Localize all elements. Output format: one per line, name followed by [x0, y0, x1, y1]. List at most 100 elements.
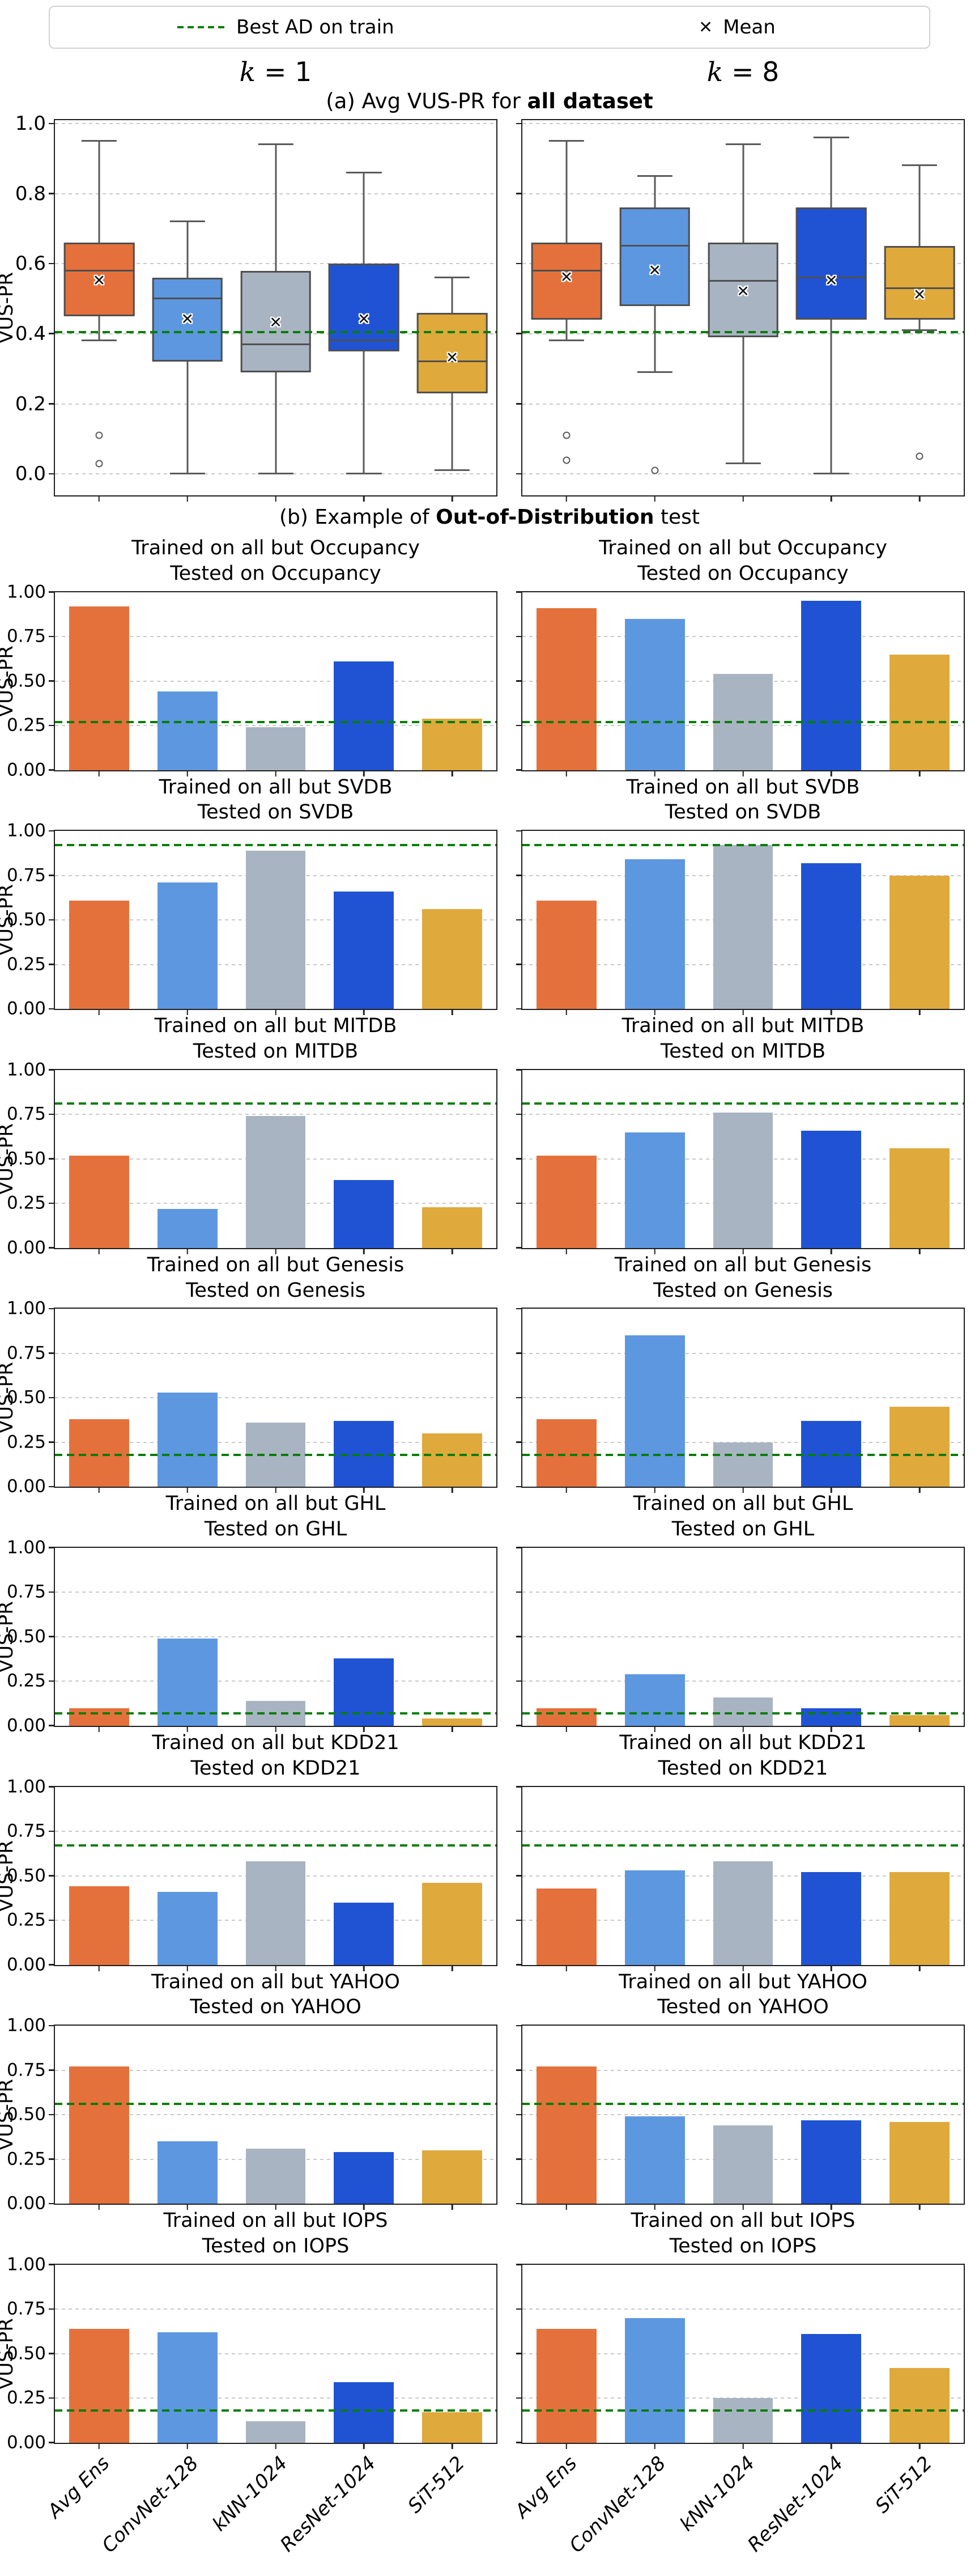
gridline [522, 473, 964, 475]
title-line1: Trained on all but MITDB [154, 1015, 397, 1038]
y-tick-label: 1.00 [6, 2015, 46, 2036]
y-tick-mark [516, 830, 521, 832]
y-axis-label-text: VUS-PR [0, 1601, 18, 1673]
best-ad-threshold-line [522, 1844, 964, 1847]
y-tick-mark [516, 2069, 521, 2071]
bar-panel-MITDB-k8 [516, 1068, 965, 1254]
bar-Avg Ens [536, 2066, 597, 2204]
y-tick-label: 1.00 [6, 1537, 46, 1558]
y-tick-mark [49, 1919, 54, 1921]
x-tick-mark [565, 1010, 568, 1016]
y-tick-mark [516, 1591, 521, 1593]
best-ad-threshold-line [55, 330, 496, 333]
x-tick-mark [451, 1726, 453, 1732]
bar-ConvNet-128 [624, 618, 685, 770]
median-line [795, 277, 867, 279]
x-tick-mark [831, 1249, 832, 1254]
median-line [416, 360, 488, 363]
y-tick-mark [49, 680, 54, 682]
y-tick-mark [49, 2114, 54, 2116]
x-tick-mark [98, 2443, 100, 2449]
y-tick-label: 0.00 [6, 998, 46, 1019]
x-axis-labels: Avg Ens ConvNet-128 kNN-1024 ResNet-1024 SiT… [511, 2444, 965, 2557]
y-tick-label: 1.00 [6, 1298, 46, 1319]
y-tick-label: 0.50 [6, 1387, 46, 1408]
legend-best-ad-label: Best AD on train [236, 16, 394, 39]
gridline [55, 1636, 496, 1637]
x-tick-mark [275, 2443, 276, 2449]
y-tick-mark [49, 1486, 54, 1488]
whisker-cap [637, 371, 672, 373]
x-tick-label-SiT-512: SiT-512 [403, 2451, 469, 2518]
bar-cell-KDD21-k1: Trained on all but KDD21 Tested on KDD21 1… [0, 1727, 497, 1974]
bar-cell-IOPS-k8: Trained on all but IOPS Tested on IOPS Avg… [511, 2205, 965, 2557]
x-tick-mark [742, 1966, 744, 1971]
mean-marker-icon: ✕ [699, 17, 713, 37]
y-tick-mark [49, 262, 54, 265]
green-dashed-line-icon [177, 26, 226, 28]
panel-title: Trained on all but Genesis Tested on Gene… [521, 1249, 965, 1308]
y-axis-label-text: VUS-PR [0, 645, 18, 717]
x-tick-mark [98, 1249, 100, 1254]
bar-ResNet-1024 [801, 863, 862, 1009]
bar-kNN-1024 [713, 1442, 773, 1487]
bar-panel-Occupancy-k8 [516, 591, 965, 776]
x-tick-mark [98, 1966, 100, 1971]
y-axis-label: VUS-PR [0, 1362, 18, 1434]
panel-title: Trained on all but KDD21 Tested on KDD21 [521, 1727, 965, 1786]
y-tick-mark [49, 403, 54, 405]
bar-kNN-1024 [713, 2125, 773, 2204]
title-line1: Trained on all but KDD21 [152, 1731, 399, 1754]
y-tick-label: 0.00 [6, 2432, 46, 2453]
bar-SiT-512 [889, 1715, 950, 1726]
y-tick-label: 0.0 [15, 462, 46, 486]
y-tick-mark [516, 2353, 521, 2354]
gridline [522, 1680, 964, 1682]
best-ad-threshold-line [522, 1453, 964, 1456]
x-tick-mark [831, 496, 832, 502]
caption-b-plain: (b) Example of [279, 506, 436, 529]
panel-title: Trained on all but MITDB Tested on MITDB [521, 1010, 965, 1069]
whisker-cap [81, 139, 117, 142]
y-tick-mark [49, 1964, 54, 1966]
x-tick-mark [654, 1249, 655, 1254]
bar-Avg Ens [69, 2328, 129, 2443]
title-line2: Tested on MITDB [193, 1039, 359, 1063]
y-tick-mark [516, 1113, 521, 1115]
title-line1: Trained on all but YAHOO [619, 1970, 867, 1993]
bar-cell-MITDB-k8: Trained on all but MITDB Tested on MITDB [516, 1010, 965, 1254]
bar-kNN-1024 [713, 1861, 773, 1965]
bar-SiT-512 [422, 1883, 483, 1965]
x-tick-mark [363, 1488, 365, 1493]
whisker-Avg Ens [98, 141, 100, 341]
panel-title: Trained on all but YAHOO Tested on YAHOO [54, 1966, 497, 2025]
y-tick-mark [49, 193, 54, 194]
y-tick-mark [516, 262, 521, 265]
bar-ConvNet-128 [157, 1392, 218, 1487]
outlier-point [95, 431, 103, 439]
gridline [55, 123, 496, 125]
x-tick-mark [742, 1249, 744, 1254]
x-tick-mark [186, 496, 188, 502]
bar-panel-SVDB-k8 [516, 830, 965, 1016]
bar-Avg Ens [536, 608, 597, 770]
y-tick-label: 1.00 [6, 820, 46, 841]
title-line1: Trained on all but YAHOO [151, 1970, 400, 1993]
ood-row-GHL: Trained on all but GHL Tested on GHL 1.00 0… [0, 1488, 979, 1734]
y-tick-label: 0.50 [6, 2104, 46, 2125]
bar-kNN-1024 [713, 845, 773, 1009]
y-tick-mark [516, 1875, 521, 1877]
x-tick-mark [451, 1249, 453, 1254]
y-tick-mark [516, 680, 521, 682]
ood-rows: Trained on all but Occupancy Tested on Oc… [0, 532, 979, 2557]
whisker-cap [637, 175, 672, 177]
y-tick-label: 0.00 [6, 1715, 46, 1736]
x-tick-mark [654, 1966, 655, 1971]
bar-panel-GHL-k1: 1.00 0.75 0.50 0.25 0.00 VUS-PR [0, 1539, 497, 1734]
y-tick-label: 0.2 [15, 392, 46, 415]
y-tick-mark [516, 473, 521, 475]
best-ad-threshold-line [522, 1712, 964, 1714]
bar-Avg Ens [69, 1708, 129, 1726]
bar-cell-MITDB-k1: Trained on all but MITDB Tested on MITDB 1… [0, 1010, 497, 1257]
bar-kNN-1024 [245, 1116, 306, 1248]
